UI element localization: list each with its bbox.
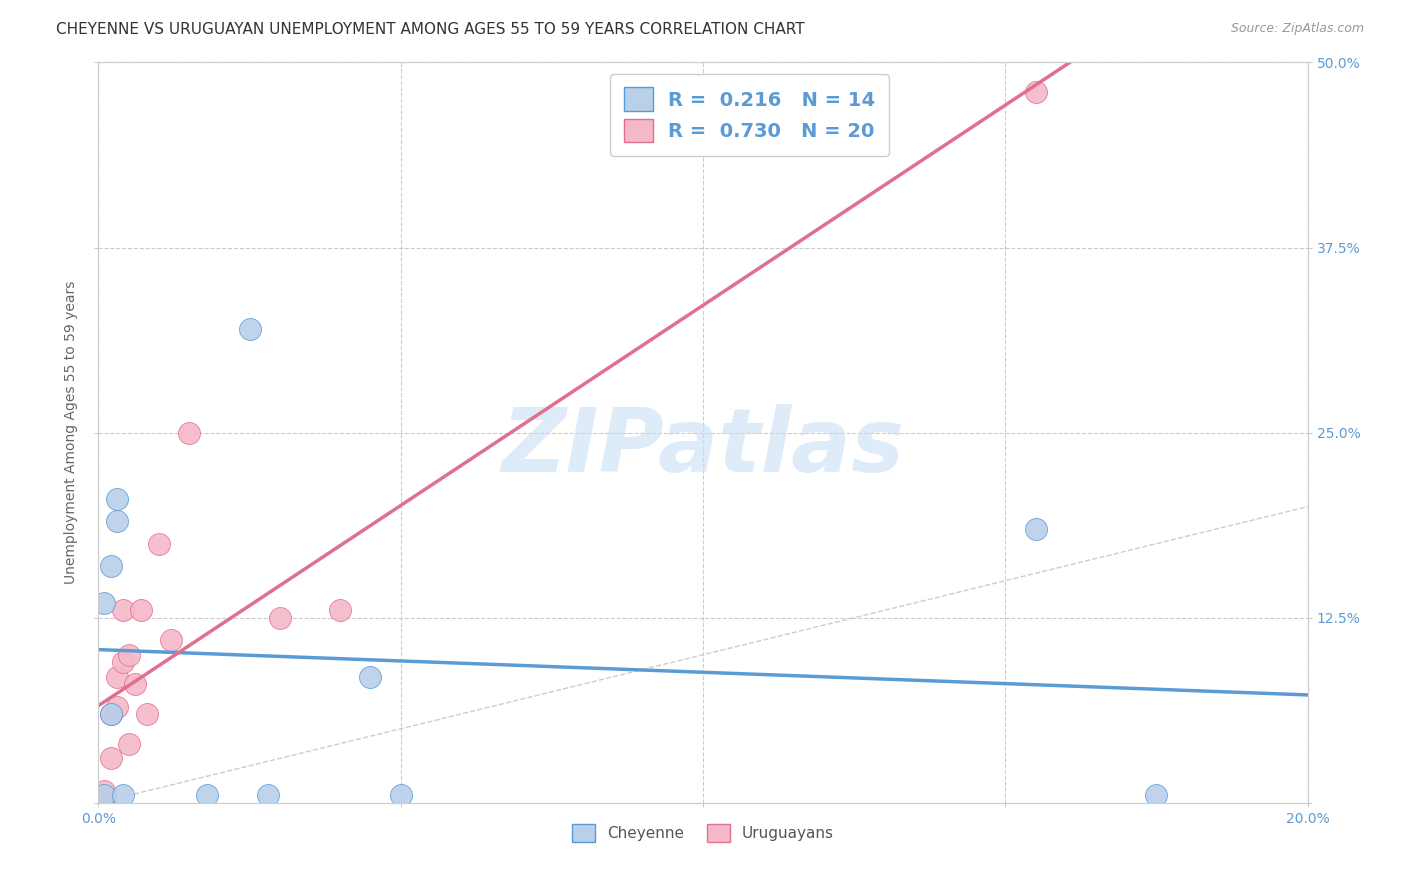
Point	[1024, 522, 1046, 536]
Point	[111, 655, 134, 669]
Point	[93, 596, 115, 610]
Point	[148, 536, 170, 550]
Point	[93, 791, 115, 805]
Point	[105, 515, 128, 529]
Text: CHEYENNE VS URUGUAYAN UNEMPLOYMENT AMONG AGES 55 TO 59 YEARS CORRELATION CHART: CHEYENNE VS URUGUAYAN UNEMPLOYMENT AMONG…	[56, 22, 804, 37]
Point	[124, 677, 146, 691]
Point	[105, 492, 128, 507]
Point	[269, 610, 291, 624]
Point	[100, 706, 122, 721]
Text: ZIPatlas: ZIPatlas	[502, 404, 904, 491]
Point	[105, 699, 128, 714]
Point	[100, 751, 122, 765]
Y-axis label: Unemployment Among Ages 55 to 59 years: Unemployment Among Ages 55 to 59 years	[65, 281, 79, 584]
Point	[160, 632, 183, 647]
Point	[1144, 789, 1167, 803]
Point	[389, 789, 412, 803]
Point	[329, 603, 352, 617]
Point	[129, 603, 152, 617]
Point	[360, 670, 382, 684]
Point	[93, 789, 115, 803]
Point	[93, 789, 115, 803]
Legend: Cheyenne, Uruguayans: Cheyenne, Uruguayans	[565, 818, 841, 848]
Point	[1024, 85, 1046, 99]
Point	[111, 603, 134, 617]
Point	[195, 789, 218, 803]
Point	[93, 784, 115, 798]
Point	[100, 706, 122, 721]
Point	[179, 425, 201, 440]
Point	[256, 789, 278, 803]
Point	[118, 737, 141, 751]
Point	[118, 648, 141, 662]
Point	[239, 322, 262, 336]
Point	[111, 789, 134, 803]
Point	[100, 558, 122, 573]
Point	[105, 670, 128, 684]
Point	[135, 706, 157, 721]
Text: Source: ZipAtlas.com: Source: ZipAtlas.com	[1230, 22, 1364, 36]
